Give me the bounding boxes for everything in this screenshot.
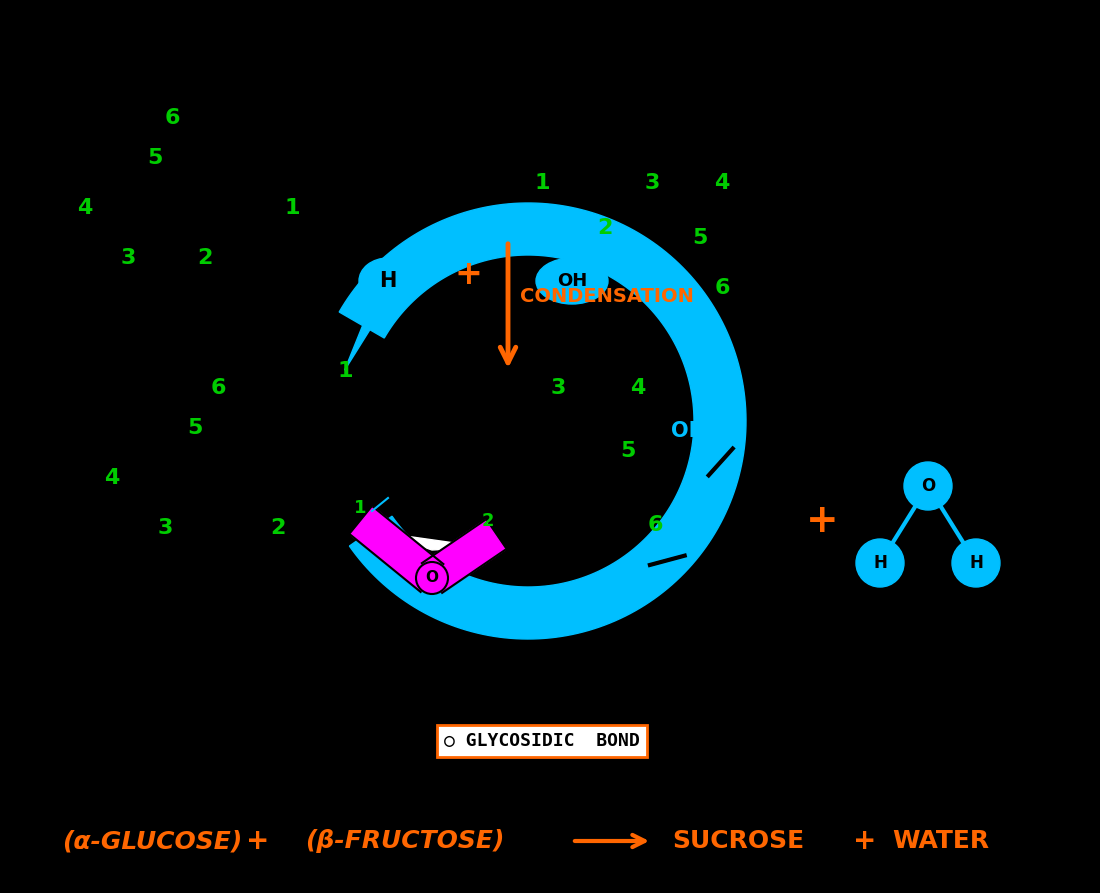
Text: OH: OH: [557, 272, 587, 290]
Text: 3: 3: [550, 378, 565, 398]
Polygon shape: [344, 279, 402, 371]
Ellipse shape: [359, 258, 417, 304]
Text: 5: 5: [692, 228, 707, 248]
Text: H: H: [379, 271, 397, 291]
Text: 2: 2: [482, 512, 494, 530]
Polygon shape: [422, 520, 505, 593]
Text: 3: 3: [120, 248, 135, 268]
Text: O: O: [921, 477, 935, 495]
Text: +: +: [454, 258, 482, 291]
Text: 4: 4: [714, 173, 729, 193]
Text: 2: 2: [597, 218, 613, 238]
Polygon shape: [351, 507, 443, 592]
Circle shape: [856, 539, 904, 587]
Polygon shape: [339, 203, 746, 639]
Circle shape: [416, 562, 448, 594]
Text: OH: OH: [671, 421, 705, 441]
Text: +: +: [246, 827, 270, 855]
Text: SUCROSE: SUCROSE: [672, 829, 804, 853]
Text: 5: 5: [147, 148, 163, 168]
Text: 2: 2: [271, 518, 286, 538]
Text: 4: 4: [104, 468, 120, 488]
Text: 5: 5: [187, 418, 202, 438]
Ellipse shape: [536, 258, 608, 304]
Text: (β-FRUCTOSE): (β-FRUCTOSE): [305, 829, 505, 853]
Text: 3: 3: [157, 518, 173, 538]
Text: 6: 6: [714, 278, 729, 298]
Text: 1: 1: [354, 499, 366, 517]
Text: 5: 5: [620, 441, 636, 461]
Text: H: H: [969, 554, 983, 572]
Text: 6: 6: [210, 378, 225, 398]
Text: 1: 1: [535, 173, 550, 193]
Circle shape: [952, 539, 1000, 587]
Text: 6: 6: [647, 515, 662, 535]
Text: CONDENSATION: CONDENSATION: [520, 287, 694, 305]
Text: 1: 1: [338, 361, 353, 381]
Circle shape: [904, 462, 952, 510]
Text: O: O: [426, 571, 439, 586]
Text: 6: 6: [164, 108, 179, 128]
Text: 2: 2: [197, 248, 212, 268]
Text: 3: 3: [645, 173, 660, 193]
Text: 4: 4: [630, 378, 646, 398]
Polygon shape: [384, 533, 483, 550]
Text: ○ GLYCOSIDIC  BOND: ○ GLYCOSIDIC BOND: [444, 732, 640, 750]
Text: 1: 1: [284, 198, 299, 218]
Text: H: H: [873, 554, 887, 572]
Text: +: +: [854, 827, 877, 855]
Text: +: +: [805, 502, 838, 540]
Text: 4: 4: [77, 198, 92, 218]
Text: (α-GLUCOSE): (α-GLUCOSE): [62, 829, 242, 853]
Text: WATER: WATER: [892, 829, 989, 853]
